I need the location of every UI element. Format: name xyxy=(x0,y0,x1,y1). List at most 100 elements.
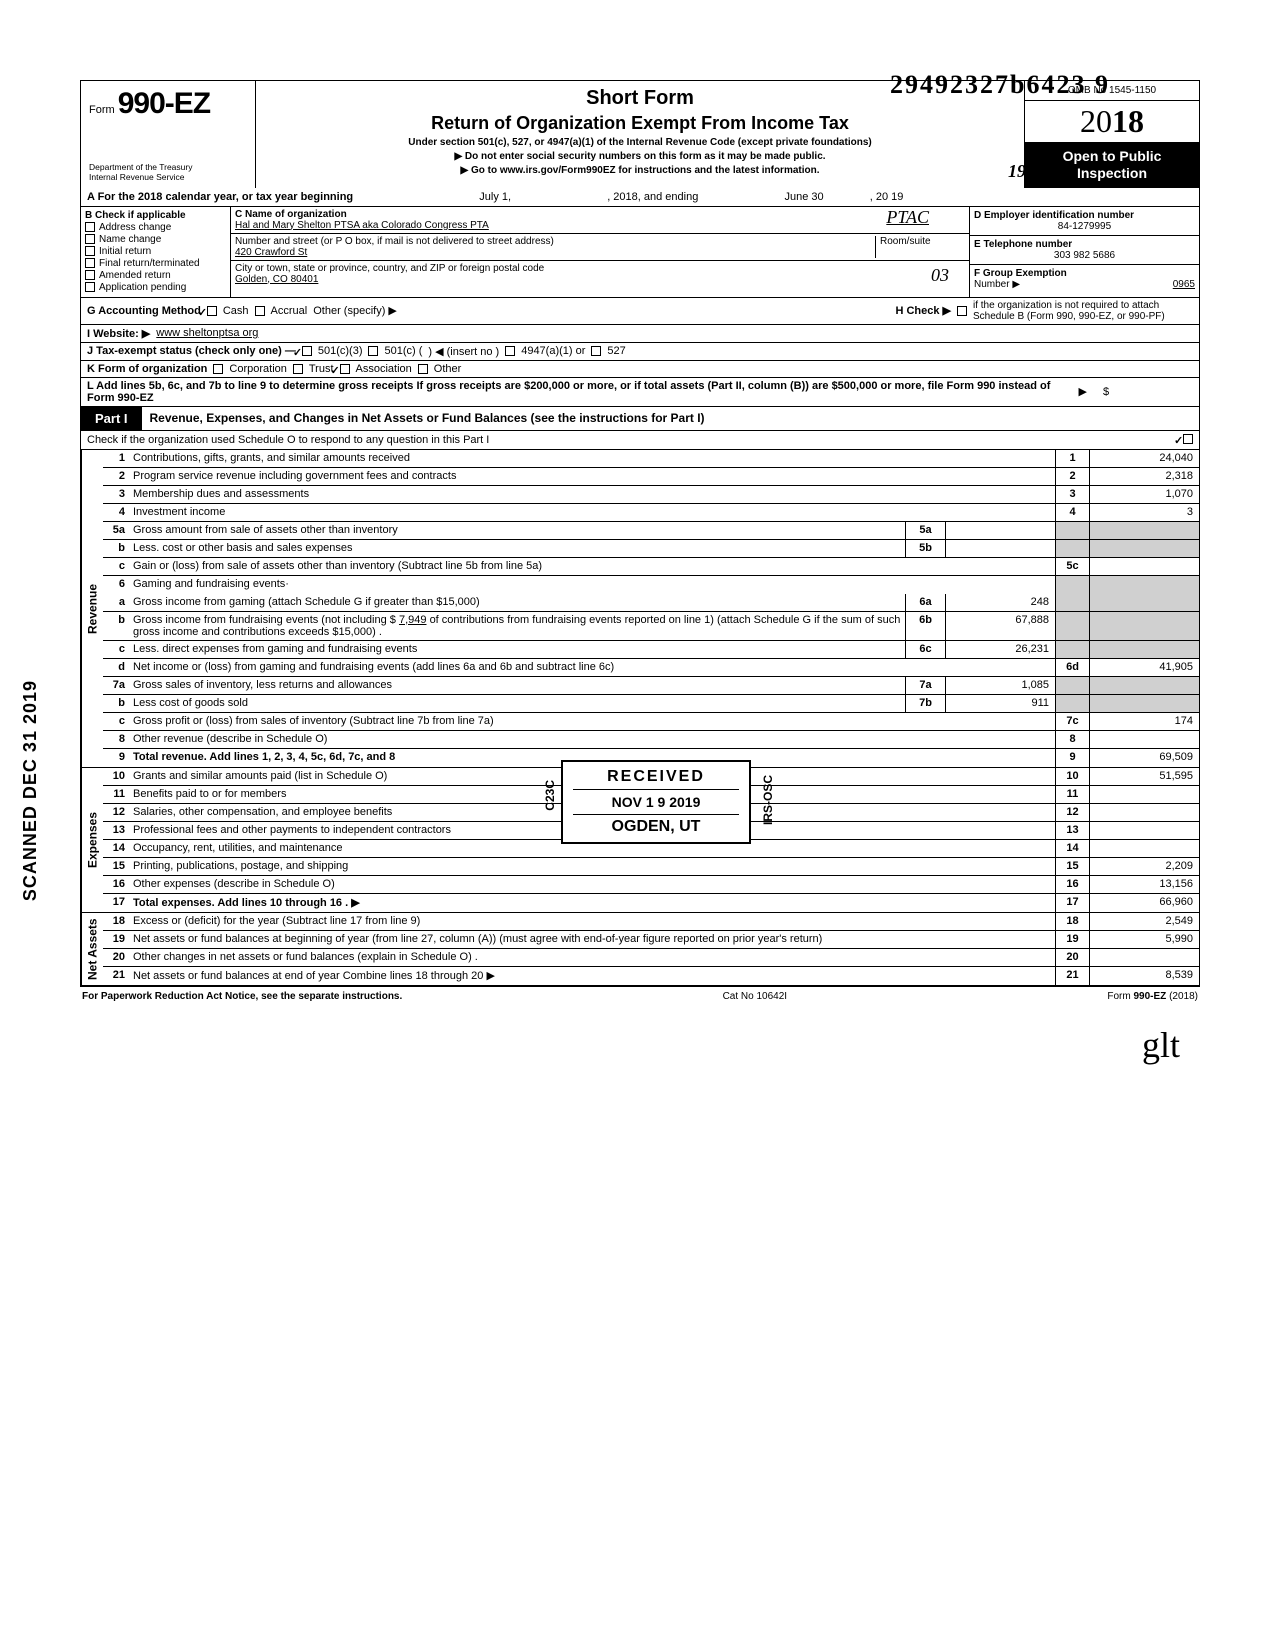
ck-initial-return[interactable] xyxy=(85,246,95,256)
lbl-trust: Trust xyxy=(309,363,334,375)
inspection: Inspection xyxy=(1029,165,1195,182)
line21-desc: Net assets or fund balances at end of ye… xyxy=(129,967,1055,985)
note-ssn: ▶ Do not enter social security numbers o… xyxy=(266,151,1014,162)
lbl-cash: Cash xyxy=(223,305,249,317)
f-label: F Group Exemption xyxy=(974,268,1067,279)
line6d-desc: Net income or (loss) from gaming and fun… xyxy=(129,659,1055,676)
ck-corp[interactable] xyxy=(213,364,223,374)
ck-trust[interactable] xyxy=(293,364,303,374)
i-label: I Website: ▶ xyxy=(87,327,150,340)
ck-final-return[interactable] xyxy=(85,258,95,268)
ptac-hand: PTAC xyxy=(886,207,929,228)
line-l: L Add lines 5b, 6c, and 7b to line 9 to … xyxy=(80,378,1200,407)
lbl-app-pending: Application pending xyxy=(99,282,186,293)
part1-sub-text: Check if the organization used Schedule … xyxy=(87,434,489,446)
ck-cash[interactable] xyxy=(207,306,217,316)
addr-label: Number and street (or P O box, if mail i… xyxy=(235,236,875,247)
d-label: D Employer identification number xyxy=(974,210,1195,221)
line5b-mid: 5b xyxy=(905,540,945,557)
line3-val: 1,070 xyxy=(1089,486,1199,503)
received-office: OGDEN, UT xyxy=(573,814,739,836)
line7c-val: 174 xyxy=(1089,713,1199,730)
line6b-mid: 6b xyxy=(905,612,945,640)
ck-schedule-b[interactable] xyxy=(957,306,967,316)
line5a-mid: 5a xyxy=(905,522,945,539)
lbl-insert: ) ◀ (insert no ) xyxy=(428,345,499,358)
ck-amended[interactable] xyxy=(85,270,95,280)
line7a-midval: 1,085 xyxy=(945,677,1055,694)
line18-val: 2,549 xyxy=(1089,913,1199,930)
line18-desc: Excess or (deficit) for the year (Subtra… xyxy=(129,913,1055,930)
line6b-desc: Gross income from fundraising events (no… xyxy=(129,612,905,640)
website: www sheltonptsa org xyxy=(156,327,258,339)
line16-val: 13,156 xyxy=(1089,876,1199,893)
line6c-midval: 26,231 xyxy=(945,641,1055,658)
g-label: G Accounting Method xyxy=(87,305,201,317)
received-date: NOV 1 9 2019 xyxy=(573,790,739,814)
line6a-desc: Gross income from gaming (attach Schedul… xyxy=(129,594,905,611)
line12-val xyxy=(1089,804,1199,821)
line13-val xyxy=(1089,822,1199,839)
line10-val: 51,595 xyxy=(1089,768,1199,785)
lbl-accrual: Accrual xyxy=(271,305,308,317)
line4-val: 3 xyxy=(1089,504,1199,521)
lbl-other-org: Other xyxy=(434,363,462,375)
room-label: Room/suite xyxy=(875,236,965,258)
footer-cat: Cat No 10642I xyxy=(723,991,788,1002)
line11-val xyxy=(1089,786,1199,803)
part1-sub: Check if the organization used Schedule … xyxy=(80,431,1200,450)
line-i: I Website: ▶ www sheltonptsa org xyxy=(80,325,1200,343)
l-text: L Add lines 5b, 6c, and 7b to line 9 to … xyxy=(87,380,1073,404)
footer-right: Form 990-EZ (2018) xyxy=(1107,991,1198,1002)
ck-501c3[interactable] xyxy=(302,346,312,356)
received-title: RECEIVED xyxy=(573,768,739,790)
f-label2: Number ▶ xyxy=(974,279,1020,290)
line7c-desc: Gross profit or (loss) from sales of inv… xyxy=(129,713,1055,730)
lbl-corp: Corporation xyxy=(229,363,286,375)
ck-527[interactable] xyxy=(591,346,601,356)
lbl-initial-return: Initial return xyxy=(99,246,151,257)
lbl-4947: 4947(a)(1) or xyxy=(521,345,585,357)
ck-address-change[interactable] xyxy=(85,222,95,232)
line2-desc: Program service revenue including govern… xyxy=(129,468,1055,485)
ck-schedule-o[interactable] xyxy=(1183,434,1193,444)
dept-treasury: Department of the Treasury Internal Reve… xyxy=(89,162,247,182)
ck-501c[interactable] xyxy=(368,346,378,356)
line19-val: 5,990 xyxy=(1089,931,1199,948)
ck-other-org[interactable] xyxy=(418,364,428,374)
line6-desc: Gaming and fundraising events· xyxy=(129,576,1055,594)
section-f: F Group Exemption Number ▶ 0965 xyxy=(970,265,1199,293)
line4-desc: Investment income xyxy=(129,504,1055,521)
line14-val xyxy=(1089,840,1199,857)
line-a: A For the 2018 calendar year, or tax yea… xyxy=(80,188,1200,207)
hand-1906: 1906 xyxy=(1008,161,1044,182)
line8-val xyxy=(1089,731,1199,748)
lbl-address-change: Address change xyxy=(99,222,171,233)
note-url: ▶ Go to www.irs.gov/Form990EZ for instru… xyxy=(460,165,819,176)
subtitle: Under section 501(c), 527, or 4947(a)(1)… xyxy=(266,137,1014,148)
l-arrow: ▶ xyxy=(1079,385,1087,398)
ck-accrual[interactable] xyxy=(255,306,265,316)
line8-desc: Other revenue (describe in Schedule O) xyxy=(129,731,1055,748)
ck-app-pending[interactable] xyxy=(85,282,95,292)
line9-val: 69,509 xyxy=(1089,749,1199,767)
line7b-mid: 7b xyxy=(905,695,945,712)
c-label: C Name of organization xyxy=(235,209,965,220)
ck-4947[interactable] xyxy=(505,346,515,356)
lbl-name-change: Name change xyxy=(99,234,161,245)
form-number: 990-EZ xyxy=(118,87,210,120)
ein: 84-1279995 xyxy=(974,221,1195,232)
group-exemption: 0965 xyxy=(1173,279,1195,290)
k-label: K Form of organization xyxy=(87,363,207,375)
lbl-assoc: Association xyxy=(356,363,412,375)
ck-name-change[interactable] xyxy=(85,234,95,244)
part1-title: Revenue, Expenses, and Changes in Net As… xyxy=(142,407,1199,429)
line7a-mid: 7a xyxy=(905,677,945,694)
ck-assoc[interactable] xyxy=(340,364,350,374)
tax-year-end-year: , 20 19 xyxy=(870,191,904,203)
j-label: J Tax-exempt status (check only one) — xyxy=(87,345,296,357)
line1-desc: Contributions, gifts, grants, and simila… xyxy=(129,450,1055,467)
line16-desc: Other expenses (describe in Schedule O) xyxy=(129,876,1055,893)
line1-val: 24,040 xyxy=(1089,450,1199,467)
received-stamp: RECEIVED NOV 1 9 2019 OGDEN, UT xyxy=(561,760,751,844)
